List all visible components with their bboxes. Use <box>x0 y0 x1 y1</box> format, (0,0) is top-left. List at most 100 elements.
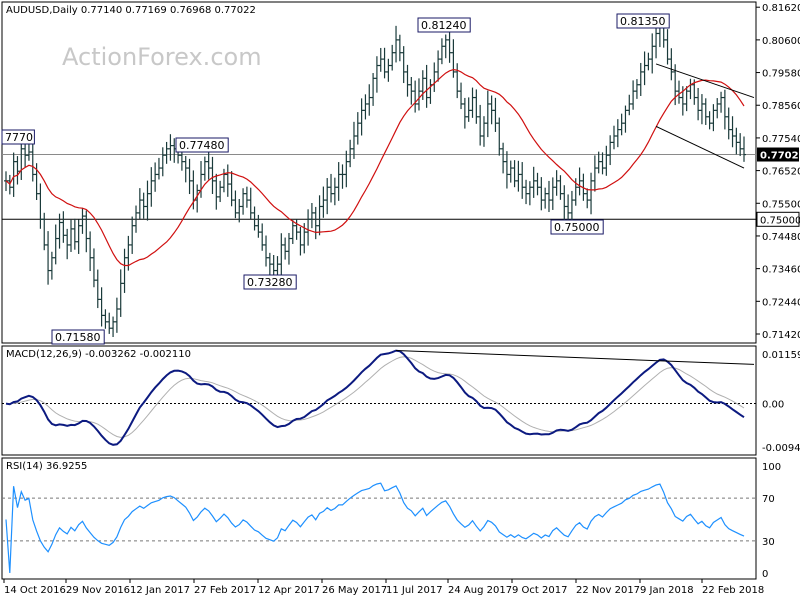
ohlc-bar <box>520 162 525 199</box>
ohlc-bar <box>153 162 158 192</box>
ohlc-bar <box>286 232 291 265</box>
ohlc-bar <box>413 80 418 113</box>
ohlc-bar <box>218 180 223 203</box>
ohlc-bar <box>390 44 395 71</box>
price-header: AUDUSD,Daily 0.77140 0.77169 0.76968 0.7… <box>6 5 256 16</box>
ohlc-bar <box>451 39 456 78</box>
ohlc-bar <box>221 168 226 193</box>
ohlc-bar <box>665 29 670 65</box>
macd-header: MACD(12,26,9) -0.003262 -0.002110 <box>6 349 191 360</box>
price-annotation: 0.81350 <box>616 13 670 29</box>
channel-lower-line <box>655 125 745 169</box>
ohlc-bar <box>206 150 211 180</box>
macd-line <box>5 349 745 446</box>
rsi-axis-label: 0 <box>762 569 768 580</box>
price-annotation-label: 0.81350 <box>620 15 666 28</box>
macd-axis-label: -0.009408 <box>762 443 800 454</box>
ohlc-bar <box>447 30 452 63</box>
ohlc-bar <box>485 90 490 138</box>
ohlc-bar <box>711 104 716 132</box>
ohlc-bar <box>111 316 116 337</box>
ohlc-bar <box>439 38 444 65</box>
channel-upper-line <box>655 63 755 99</box>
ohlc-bar <box>237 198 242 223</box>
ohlc-bar <box>436 50 441 82</box>
ohlc-bar <box>256 214 261 238</box>
ohlc-bar <box>252 206 257 231</box>
ohlc-bar <box>699 94 704 125</box>
ohlc-bar <box>562 185 567 221</box>
rsi-axis-label: 30 <box>762 537 775 548</box>
macd-axis-label: 0.01159 <box>762 350 800 361</box>
ohlc-bar <box>539 177 544 211</box>
ohlc-bar <box>187 158 192 195</box>
ohlc-bar <box>550 177 555 210</box>
ohlc-bar <box>478 104 483 146</box>
price-axis-label: 0.77540 <box>762 134 800 145</box>
ohlc-bar <box>202 156 207 181</box>
price-annotation-box <box>175 137 229 153</box>
ohlc-bar <box>351 121 356 159</box>
ohlc-bar <box>546 180 551 213</box>
ohlc-bar <box>134 205 139 233</box>
current-price-label: 0.77022 <box>760 151 800 162</box>
ohlc-bar <box>608 135 613 166</box>
ohlc-bar <box>355 112 360 145</box>
ohlc-bar <box>673 64 678 106</box>
ohlc-bar <box>615 119 620 148</box>
ohlc-bar <box>156 157 161 180</box>
rsi-axis-label: 70 <box>762 494 775 505</box>
ohlc-bar <box>501 142 506 174</box>
ohlc-bar <box>80 207 85 234</box>
ohlc-bar <box>524 179 529 205</box>
price-axis-label: 0.81620 <box>762 3 800 14</box>
ohlc-bar <box>554 170 559 196</box>
ohlc-bar <box>141 192 146 219</box>
ohlc-bar <box>730 116 735 148</box>
ohlc-bar <box>416 78 421 111</box>
price-annotation-box <box>1 129 35 145</box>
ohlc-bar <box>642 51 647 86</box>
ohlc-bar <box>244 186 249 208</box>
ohlc-bar <box>497 117 502 156</box>
price-annotation-box <box>417 17 471 33</box>
price-annotation-box <box>550 219 604 235</box>
ohlc-bar <box>504 151 509 189</box>
moving-average-line <box>5 68 745 267</box>
price-annotation: 0.73280 <box>243 274 297 290</box>
ohlc-bar <box>317 195 322 236</box>
ohlc-bar <box>122 248 127 293</box>
ohlc-bar <box>325 178 330 215</box>
price-axis-label: 0.78560 <box>762 101 800 112</box>
ohlc-bar <box>130 216 135 254</box>
date-axis-label: 22 Feb 2018 <box>702 585 764 596</box>
ohlc-bar <box>103 309 108 329</box>
ohlc-bar <box>466 97 471 122</box>
date-axis-label: 29 Nov 2016 <box>66 585 130 596</box>
price-annotation-label: 0.75000 <box>554 221 600 234</box>
ohlc-bar <box>596 151 601 174</box>
price-axis-label: 0.74480 <box>762 232 800 243</box>
price-axis-label: 0.80600 <box>762 36 800 47</box>
price-annotation-label: 0.71580 <box>55 331 101 344</box>
ohlc-bar <box>405 64 410 97</box>
watermark: ActionForex.com <box>62 43 262 71</box>
ohlc-bar <box>65 228 70 260</box>
ohlc-bar <box>378 47 383 72</box>
ohlc-bar <box>283 237 288 260</box>
ohlc-bar <box>264 235 269 267</box>
ohlc-bar <box>260 223 265 251</box>
ohlc-bar <box>512 160 517 188</box>
rsi-layer <box>2 482 756 574</box>
ohlc-bar <box>535 172 540 196</box>
ohlc-bar <box>214 173 219 210</box>
ohlc-bar <box>489 95 494 125</box>
ohlc-bar <box>340 164 345 189</box>
ohlc-bar <box>91 248 96 288</box>
price-annotation-label: 0.81240 <box>421 19 467 32</box>
ohlc-bar <box>229 171 234 207</box>
ohlc-bar <box>734 127 739 155</box>
ohlc-bar <box>611 125 616 150</box>
ohlc-bar <box>88 231 93 272</box>
ohlc-bar <box>195 184 200 213</box>
